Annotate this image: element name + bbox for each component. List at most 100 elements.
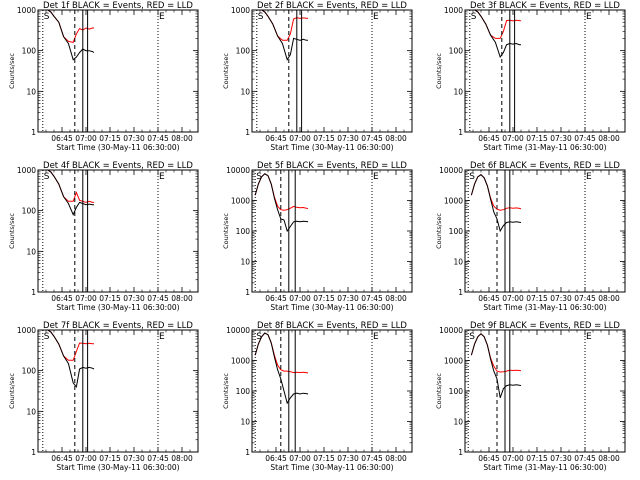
x-tick-label: 07:15 bbox=[313, 134, 335, 143]
y-axis-label: Counts/sec bbox=[8, 213, 16, 249]
x-tick-label: 07:15 bbox=[99, 294, 121, 303]
y-tick-label: 10 bbox=[453, 87, 463, 96]
plot-frame bbox=[251, 329, 413, 453]
marker-label: S bbox=[44, 172, 50, 182]
chart-panel-4: Det 4f BLACK = Events, RED = LLD 1 10 100 10… bbox=[8, 161, 199, 312]
x-tick-label: 08:00 bbox=[171, 454, 193, 463]
chart-title: Det 9f BLACK = Events, RED = LLD bbox=[470, 321, 620, 331]
x-tick-label: 07:00 bbox=[75, 134, 97, 143]
y-axis-label: Counts/sec bbox=[435, 213, 443, 249]
marker-label: S bbox=[258, 12, 264, 22]
series-line-lld bbox=[47, 330, 94, 361]
chart-title: Det 1f BLACK = Events, RED = LLD bbox=[43, 1, 193, 11]
x-tick-label: 07:00 bbox=[502, 134, 524, 143]
series-line-events bbox=[470, 174, 522, 233]
x-tick-label: 06:45 bbox=[265, 294, 287, 303]
plot-frame bbox=[37, 9, 199, 133]
chart-panel-5: Det 5f BLACK = Events, RED = LLD 1 10 100 10… bbox=[222, 161, 413, 312]
chart-title: Det 6f BLACK = Events, RED = LLD bbox=[470, 161, 620, 171]
marker-label: S bbox=[256, 172, 262, 182]
x-tick-label: 07:30 bbox=[550, 454, 572, 463]
x-tick-label: 07:00 bbox=[75, 454, 97, 463]
x-tick-label: 07:00 bbox=[289, 134, 311, 143]
marker-label: E bbox=[159, 12, 165, 22]
x-tick-label: 07:45 bbox=[574, 454, 596, 463]
x-tick-label: 07:15 bbox=[526, 294, 548, 303]
y-tick-label: 1 bbox=[245, 128, 250, 137]
y-tick-label: 1000 bbox=[17, 326, 36, 335]
x-tick-label: 06:45 bbox=[51, 454, 73, 463]
marker-label: S bbox=[44, 12, 50, 22]
y-tick-label: 100 bbox=[236, 387, 251, 396]
y-tick-label: 1 bbox=[458, 448, 463, 457]
plot-frame bbox=[251, 9, 413, 133]
x-tick-label: 07:30 bbox=[337, 134, 359, 143]
series-line-lld bbox=[470, 333, 522, 373]
x-tick-label: 07:00 bbox=[502, 454, 524, 463]
chart-panel-9: Det 9f BLACK = Events, RED = LLD 1 10 100 10… bbox=[435, 321, 626, 472]
x-tick-label: 07:45 bbox=[574, 294, 596, 303]
y-axis-label: Counts/sec bbox=[222, 213, 230, 249]
marker-label: E bbox=[373, 12, 379, 22]
y-tick-label: 100 bbox=[22, 367, 37, 376]
x-tick-label: 07:45 bbox=[147, 294, 169, 303]
y-tick-label: 10000 bbox=[439, 326, 463, 335]
y-axis-label: Counts/sec bbox=[222, 373, 230, 409]
marker-label: E bbox=[159, 172, 165, 182]
marker-label: S bbox=[469, 332, 475, 342]
series-line-events bbox=[261, 10, 308, 61]
chart-panel-7: Det 7f BLACK = Events, RED = LLD 1 10 100 10… bbox=[8, 321, 199, 472]
series-line-events bbox=[474, 10, 521, 59]
x-tick-label: 06:45 bbox=[51, 294, 73, 303]
x-tick-label: 07:30 bbox=[123, 454, 145, 463]
x-axis-label: Start Time (30-May-11 06:30:00) bbox=[270, 303, 393, 312]
y-tick-label: 100 bbox=[449, 227, 464, 236]
x-tick-label: 08:00 bbox=[171, 134, 193, 143]
x-tick-label: 08:00 bbox=[598, 134, 620, 143]
x-axis-label: Start Time (30-May-11 06:30:00) bbox=[56, 463, 179, 472]
y-axis-label: Counts/sec bbox=[8, 373, 16, 409]
y-tick-label: 1000 bbox=[231, 357, 250, 366]
marker-label: E bbox=[586, 332, 592, 342]
chart-title: Det 7f BLACK = Events, RED = LLD bbox=[43, 321, 193, 331]
y-tick-label: 100 bbox=[449, 387, 464, 396]
series-line-lld bbox=[47, 170, 94, 203]
x-tick-label: 07:30 bbox=[337, 294, 359, 303]
x-tick-label: 08:00 bbox=[171, 294, 193, 303]
y-tick-label: 1 bbox=[31, 288, 36, 297]
x-tick-label: 07:30 bbox=[550, 294, 572, 303]
x-tick-label: 07:45 bbox=[361, 294, 383, 303]
x-tick-label: 07:15 bbox=[526, 454, 548, 463]
y-axis-label: Counts/sec bbox=[222, 53, 230, 89]
y-tick-label: 10 bbox=[26, 247, 36, 256]
y-tick-label: 10000 bbox=[439, 166, 463, 175]
x-tick-label: 08:00 bbox=[385, 134, 407, 143]
x-tick-label: 07:45 bbox=[361, 454, 383, 463]
y-tick-label: 1 bbox=[458, 128, 463, 137]
series-line-lld bbox=[261, 10, 309, 41]
marker-label: S bbox=[469, 172, 475, 182]
marker-label: E bbox=[586, 172, 592, 182]
y-tick-label: 100 bbox=[22, 207, 37, 216]
x-tick-label: 07:30 bbox=[550, 134, 572, 143]
chart-panel-6: Det 6f BLACK = Events, RED = LLD 1 10 100 10… bbox=[435, 161, 626, 312]
marker-label: E bbox=[586, 12, 592, 22]
plot-frame bbox=[37, 329, 199, 453]
marker-label: E bbox=[373, 332, 379, 342]
plot-frame bbox=[37, 169, 199, 293]
x-axis-label: Start Time (31-May-11 06:30:00) bbox=[483, 303, 606, 312]
y-tick-label: 1000 bbox=[444, 357, 463, 366]
x-tick-label: 07:00 bbox=[289, 294, 311, 303]
y-tick-label: 1 bbox=[458, 288, 463, 297]
x-tick-label: 08:00 bbox=[598, 454, 620, 463]
x-tick-label: 06:45 bbox=[265, 454, 287, 463]
plot-frame bbox=[464, 329, 626, 453]
y-axis-label: Counts/sec bbox=[435, 373, 443, 409]
x-tick-label: 07:15 bbox=[313, 454, 335, 463]
y-tick-label: 10000 bbox=[226, 326, 250, 335]
y-tick-label: 10 bbox=[453, 258, 463, 267]
x-tick-label: 08:00 bbox=[385, 294, 407, 303]
x-tick-label: 07:45 bbox=[574, 134, 596, 143]
y-tick-label: 1000 bbox=[444, 197, 463, 206]
series-line-events bbox=[254, 173, 309, 233]
